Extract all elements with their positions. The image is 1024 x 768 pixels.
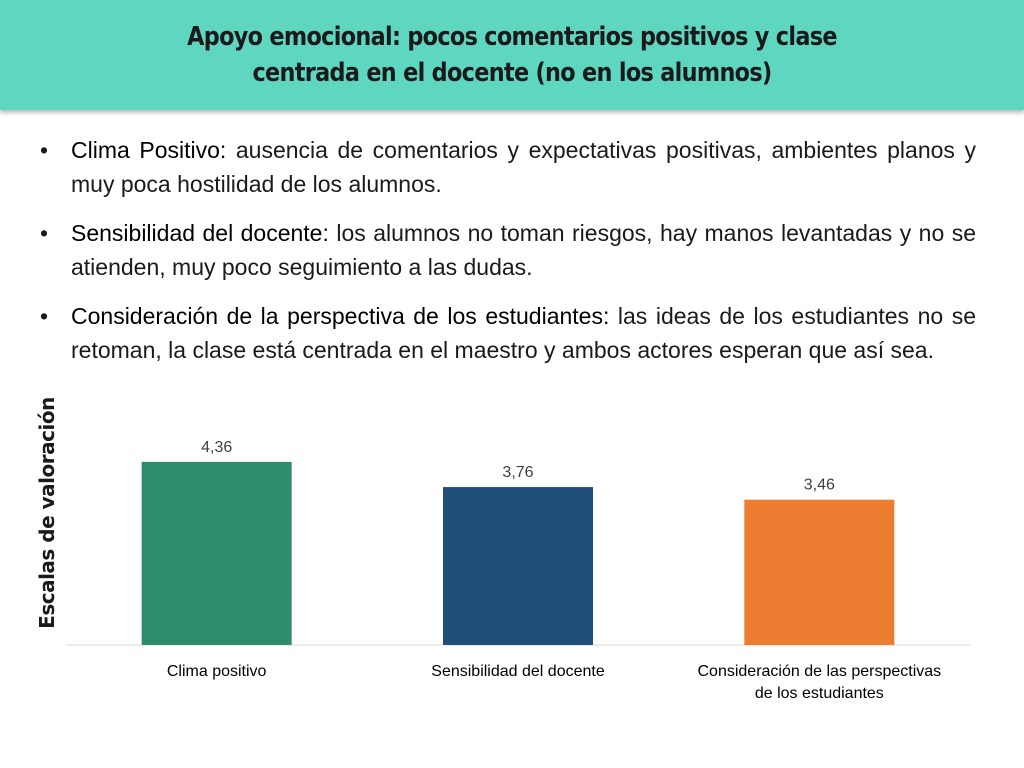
bullet-text: las ideas de los estudiantes no se retom…: [71, 303, 976, 363]
bar-2: [443, 487, 593, 645]
x-tick-label-3: Consideración de las perspectivas: [697, 663, 941, 680]
data-label-3: 3,46: [804, 477, 835, 494]
data-label-2: 3,76: [502, 464, 533, 481]
slide-title: Apoyo emocional: pocos comentarios posit…: [187, 22, 837, 88]
bullet-item-sensibilidad: Sensibilidad del docente: los alumnos no…: [40, 216, 976, 284]
bullet-item-clima: Clima Positivo: ausencia de comentarios …: [40, 133, 976, 201]
x-tick-label-1: Clima positivo: [167, 663, 267, 680]
bullet-item-consideracion: Consideración de la perspectiva de los e…: [40, 299, 976, 367]
bullet-text: los alumnos no toman riesgos, hay manos …: [71, 220, 976, 280]
data-label-1: 4,36: [201, 439, 232, 456]
bullet-term: Consideración de la perspectiva de los e…: [71, 303, 610, 329]
x-tick-label-2: Sensibilidad del docente: [431, 663, 605, 680]
bar-1: [141, 461, 292, 645]
bullet-term: Sensibilidad del docente:: [71, 220, 329, 246]
bullet-text: ausencia de comentarios y expectativas p…: [71, 137, 976, 197]
x-tick-label-3: de los estudiantes: [755, 685, 884, 702]
bar-3: [744, 499, 895, 645]
bullet-list: Clima Positivo: ausencia de comentarios …: [40, 133, 976, 382]
bullet-term: Clima Positivo:: [71, 137, 227, 163]
title-banner: Apoyo emocional: pocos comentarios posit…: [0, 0, 1024, 110]
